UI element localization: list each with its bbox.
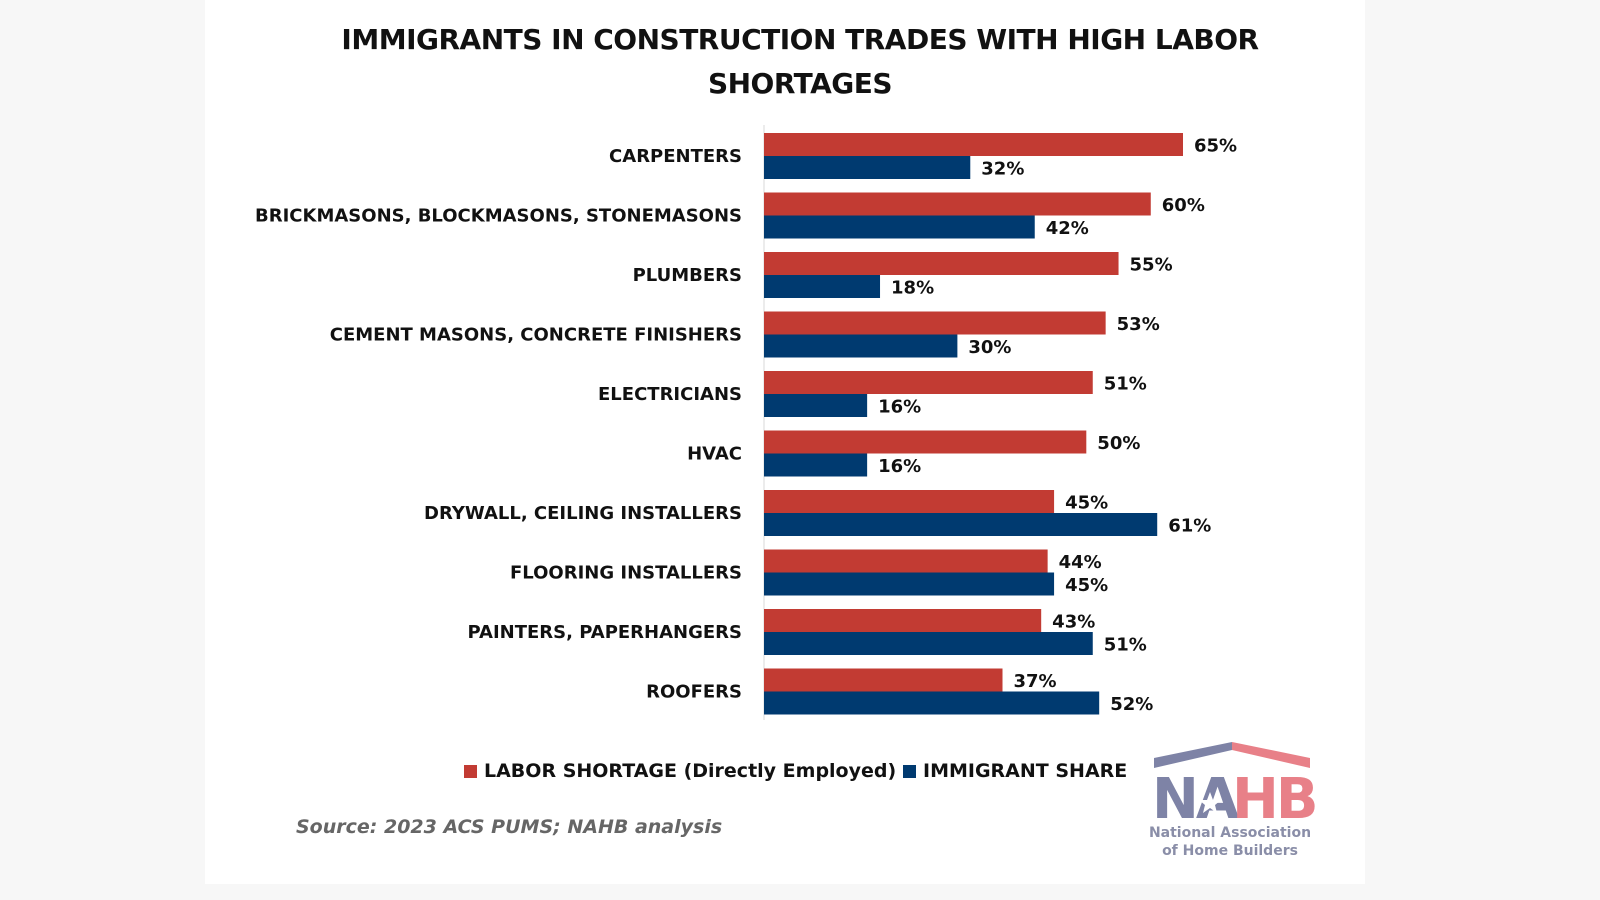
data-label: 30%: [968, 337, 1011, 358]
data-label: 55%: [1130, 255, 1173, 276]
data-label: 32%: [981, 159, 1024, 180]
data-label: 52%: [1110, 694, 1153, 715]
logo-caption: National Association of Home Builders: [1140, 824, 1320, 860]
data-label: 43%: [1052, 612, 1095, 633]
data-label: 16%: [878, 397, 921, 418]
legend-label: IMMIGRANT SHARE: [923, 760, 1128, 782]
bar: [764, 513, 1158, 536]
nahb-logo: NA HB: [1152, 742, 1319, 832]
category-label: ELECTRICIANS: [598, 384, 742, 405]
legend-label: LABOR SHORTAGE (Directly Employed): [484, 760, 897, 782]
bar: [764, 632, 1093, 655]
bar: [764, 609, 1042, 632]
category-label: ROOFERS: [646, 682, 742, 703]
category-label: CEMENT MASONS, CONCRETE FINISHERS: [330, 325, 742, 346]
logo-caption-line: National Association: [1148, 825, 1312, 841]
legend-swatch-immigrant-share: [903, 764, 916, 778]
legend-item-labor-shortage: LABOR SHORTAGE (Directly Employed): [464, 760, 896, 782]
bar: [764, 133, 1183, 156]
logo-caption-line: of Home Builders: [1162, 843, 1298, 859]
source-note: Source: 2023 ACS PUMS; NAHB analysis: [296, 816, 723, 838]
legend-swatch-labor-shortage: [464, 764, 477, 778]
bar: [764, 334, 958, 358]
data-label: 65%: [1194, 136, 1237, 157]
data-label: 61%: [1168, 516, 1211, 537]
data-label: 53%: [1117, 314, 1160, 335]
legend-item-immigrant-share: IMMIGRANT SHARE: [903, 760, 1127, 782]
bar: [764, 192, 1151, 216]
data-label: 51%: [1104, 635, 1147, 656]
data-label: 16%: [878, 456, 921, 477]
bar: [764, 215, 1035, 239]
bar: [764, 275, 881, 298]
bar: [764, 453, 868, 477]
bar: [764, 430, 1087, 454]
category-label: HVAC: [687, 444, 742, 465]
bar: [764, 311, 1106, 335]
category-label: PLUMBERS: [633, 265, 742, 286]
category-label: FLOORING INSTALLERS: [510, 563, 742, 584]
svg-text:HB: HB: [1232, 767, 1316, 832]
bar: [764, 252, 1119, 275]
data-label: 60%: [1162, 195, 1205, 216]
data-label: 42%: [1046, 218, 1089, 239]
data-label: 18%: [891, 278, 934, 299]
chart-title: IMMIGRANTS IN CONSTRUCTION TRADES WITH H…: [341, 23, 1259, 100]
data-label: 37%: [1014, 671, 1057, 692]
bar: [764, 371, 1093, 394]
category-label: DRYWALL, CEILING INSTALLERS: [424, 503, 742, 524]
bar: [764, 156, 971, 179]
category-label: CARPENTERS: [609, 146, 742, 167]
bar: [764, 691, 1100, 715]
data-label: 45%: [1065, 575, 1108, 596]
bar: [764, 572, 1055, 596]
bar: [764, 549, 1048, 573]
data-label: 51%: [1104, 374, 1147, 395]
data-label: 44%: [1059, 552, 1102, 573]
data-label: 50%: [1097, 433, 1140, 454]
svg-text:NA: NA: [1152, 767, 1240, 832]
category-label: PAINTERS, PAPERHANGERS: [467, 622, 742, 643]
bar: [764, 490, 1055, 513]
bar: [764, 668, 1003, 692]
data-label: 45%: [1065, 493, 1108, 514]
bar: [764, 394, 868, 417]
category-label: BRICKMASONS, BLOCKMASONS, STONEMASONS: [255, 206, 742, 227]
